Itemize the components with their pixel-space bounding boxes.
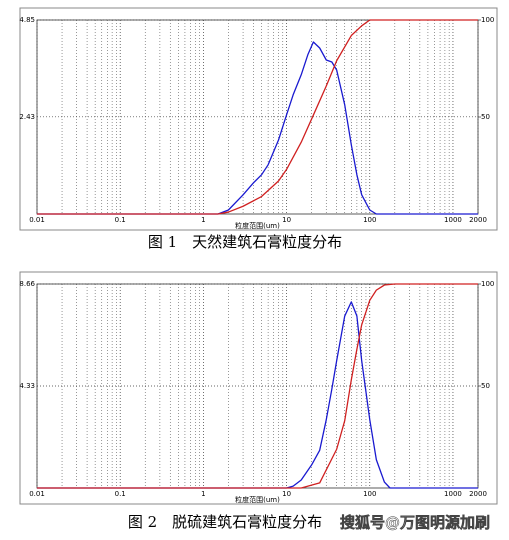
x-tick-label: 0.1	[115, 216, 126, 224]
x-tick-label: 10	[282, 490, 291, 498]
series-line	[37, 19, 478, 215]
chart-frame	[19, 271, 498, 505]
y-tick-label: 2.43	[19, 113, 35, 121]
x-tick-label: 1000	[444, 490, 462, 498]
y-tick-label: 4.85	[19, 16, 35, 24]
figure-caption: 图 1 天然建筑石膏粒度分布	[148, 233, 342, 251]
series-line	[37, 283, 478, 489]
watermark: 搜狐号@万图明源加刷	[340, 514, 490, 532]
x-tick-label: 0.1	[115, 490, 126, 498]
figure-caption: 图 2 脱硫建筑石膏粒度分布	[128, 513, 322, 531]
y2-tick-label: 50	[481, 113, 490, 121]
x-tick-label: 100	[363, 490, 376, 498]
x-tick-label: 10	[282, 216, 291, 224]
x-tick-label: 0.01	[29, 490, 45, 498]
y-tick-label: 4.33	[19, 382, 35, 390]
x-tick-label: 0.01	[29, 216, 45, 224]
x-tick-label: 2000	[469, 490, 487, 498]
x-tick-label: 100	[363, 216, 376, 224]
x-tick-label: 1	[201, 490, 205, 498]
y-tick-label: 8.66	[19, 280, 35, 288]
series-line	[37, 301, 478, 489]
x-tick-label: 1	[201, 216, 205, 224]
x-tick-label: 2000	[469, 216, 487, 224]
chart-frame	[19, 7, 498, 231]
x-tick-label: 1000	[444, 216, 462, 224]
y2-tick-label: 100	[481, 16, 494, 24]
series-line	[37, 41, 478, 215]
y2-tick-label: 100	[481, 280, 494, 288]
y2-tick-label: 50	[481, 382, 490, 390]
x-axis-label: 粒度范围(um)	[235, 221, 280, 230]
x-axis-label: 粒度范围(um)	[235, 495, 280, 504]
